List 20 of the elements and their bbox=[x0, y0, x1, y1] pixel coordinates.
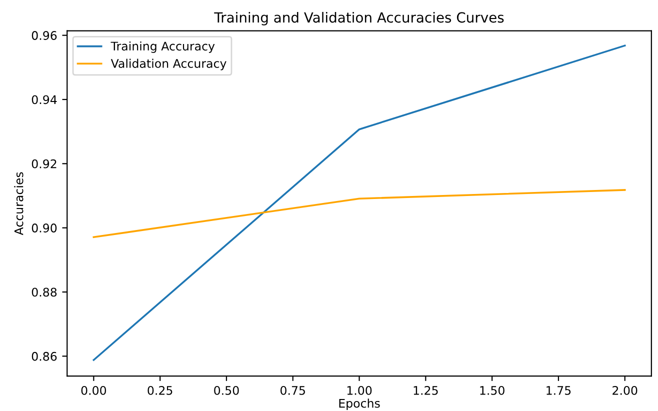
x-tick-label: 1.25 bbox=[414, 386, 438, 395]
x-tick-label: 2.00 bbox=[612, 386, 638, 395]
x-tick-label: 0.50 bbox=[214, 386, 239, 395]
x-tick-label: 0.00 bbox=[81, 386, 106, 395]
legend-label: Validation Accuracy bbox=[110, 58, 226, 70]
y-tick-label: 0.86 bbox=[32, 352, 57, 361]
x-tick-label: 0.25 bbox=[148, 386, 172, 395]
legend-label: Training Accuracy bbox=[110, 41, 215, 53]
y-tick-label: 0.90 bbox=[32, 224, 57, 232]
x-tick-label: 1.00 bbox=[347, 386, 372, 395]
y-axis-title: Accuracies bbox=[14, 172, 24, 236]
x-tick-label: 1.50 bbox=[480, 386, 504, 395]
y-tick-label: 0.92 bbox=[32, 159, 56, 168]
chart-title: Training and Validation Accuracies Curves bbox=[214, 12, 504, 26]
y-tick-label: 0.96 bbox=[32, 31, 57, 40]
y-tick-label: 0.88 bbox=[32, 288, 57, 297]
x-axis-title: Epochs bbox=[339, 398, 380, 410]
x-tick-label: 0.75 bbox=[280, 386, 305, 395]
x-tick-label: 1.75 bbox=[546, 386, 571, 395]
y-tick-label: 0.94 bbox=[32, 95, 57, 104]
